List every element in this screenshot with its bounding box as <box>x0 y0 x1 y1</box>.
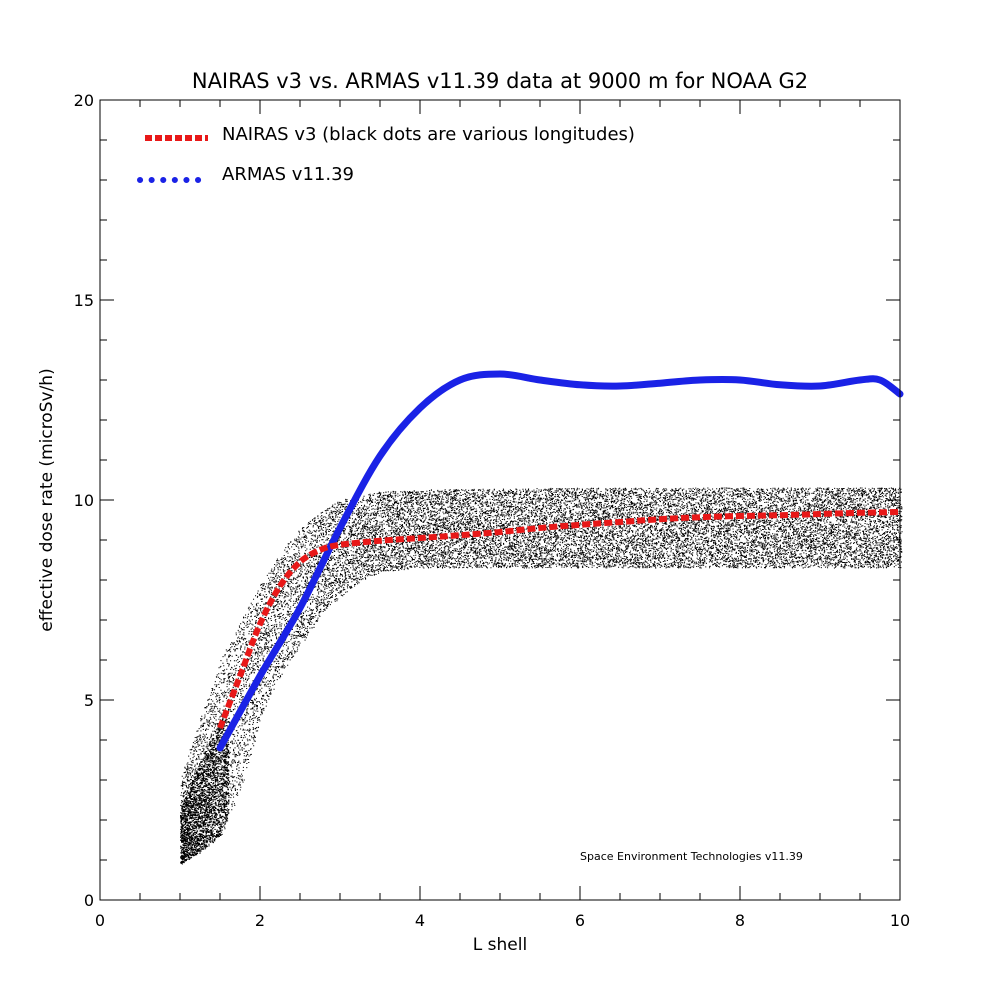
legend-label-armas: ARMAS v11.39 <box>222 164 354 185</box>
x-tick-label: 2 <box>255 911 265 930</box>
x-axis-label: L shell <box>473 935 527 955</box>
series-line-nairas <box>217 509 901 730</box>
x-tick-label: 10 <box>890 911 910 930</box>
x-tick-label: 4 <box>415 911 425 930</box>
y-axis-label: effective dose rate (microSv/h) <box>37 368 57 631</box>
y-tick-label: 5 <box>84 691 94 710</box>
y-tick-label: 15 <box>74 291 94 310</box>
series-line-armas <box>216 370 904 752</box>
longitude-scatter-band <box>180 487 903 865</box>
y-tick-label: 10 <box>74 491 94 510</box>
x-tick-label: 8 <box>735 911 745 930</box>
x-tick-label: 6 <box>575 911 585 930</box>
chart-title: NAIRAS v3 vs. ARMAS v11.39 data at 9000 … <box>192 69 808 93</box>
y-tick-label: 0 <box>84 891 94 910</box>
longitude-dots <box>180 487 903 865</box>
y-tick-label: 20 <box>74 91 94 110</box>
credit-annotation: Space Environment Technologies v11.39 <box>580 850 803 863</box>
legend-label-nairas: NAIRAS v3 (black dots are various longit… <box>222 124 635 145</box>
x-tick-label: 0 <box>95 911 105 930</box>
axis-ticks: 0 2 4 6 8 10 0 5 10 15 20 <box>74 91 911 930</box>
series-layer <box>216 370 904 752</box>
legend: NAIRAS v3 (black dots are various longit… <box>137 124 635 185</box>
